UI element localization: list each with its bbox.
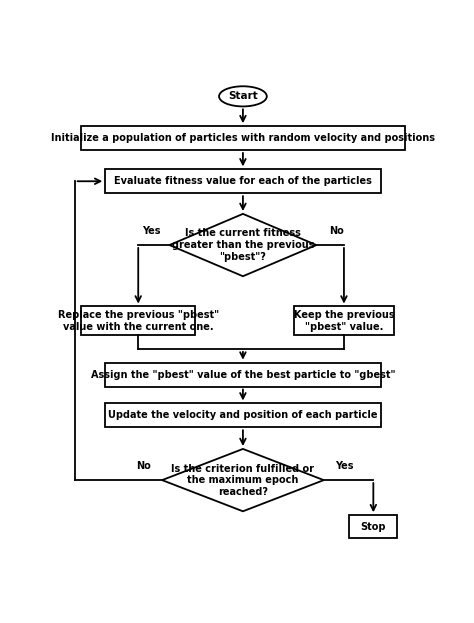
Text: Replace the previous "pbest"
value with the current one.: Replace the previous "pbest" value with … — [58, 310, 219, 331]
Text: Stop: Stop — [361, 521, 386, 531]
Polygon shape — [162, 449, 324, 511]
Text: Yes: Yes — [335, 462, 353, 472]
FancyBboxPatch shape — [349, 515, 397, 538]
Text: Update the velocity and position of each particle: Update the velocity and position of each… — [108, 411, 378, 421]
Text: Is the criterion fulfilled or
the maximum epoch
reached?: Is the criterion fulfilled or the maximu… — [172, 464, 314, 497]
FancyBboxPatch shape — [82, 307, 195, 335]
Text: Yes: Yes — [142, 226, 160, 236]
Text: No: No — [137, 462, 151, 472]
FancyBboxPatch shape — [105, 169, 381, 193]
FancyBboxPatch shape — [82, 126, 405, 150]
Text: Start: Start — [228, 92, 258, 102]
Text: Assign the "pbest" value of the best particle to "gbest": Assign the "pbest" value of the best par… — [91, 369, 395, 379]
Text: No: No — [329, 226, 344, 236]
Text: Evaluate fitness value for each of the particles: Evaluate fitness value for each of the p… — [114, 176, 372, 186]
Text: Initialize a population of particles with random velocity and positions: Initialize a population of particles wit… — [51, 133, 435, 143]
Ellipse shape — [219, 86, 267, 107]
FancyBboxPatch shape — [105, 403, 381, 427]
FancyBboxPatch shape — [105, 363, 381, 386]
FancyBboxPatch shape — [294, 307, 393, 335]
Polygon shape — [169, 214, 316, 276]
Text: Is the current fitness
greater than the previous
"pbest"?: Is the current fitness greater than the … — [172, 229, 314, 262]
Text: Keep the previous
"pbest" value.: Keep the previous "pbest" value. — [293, 310, 394, 331]
